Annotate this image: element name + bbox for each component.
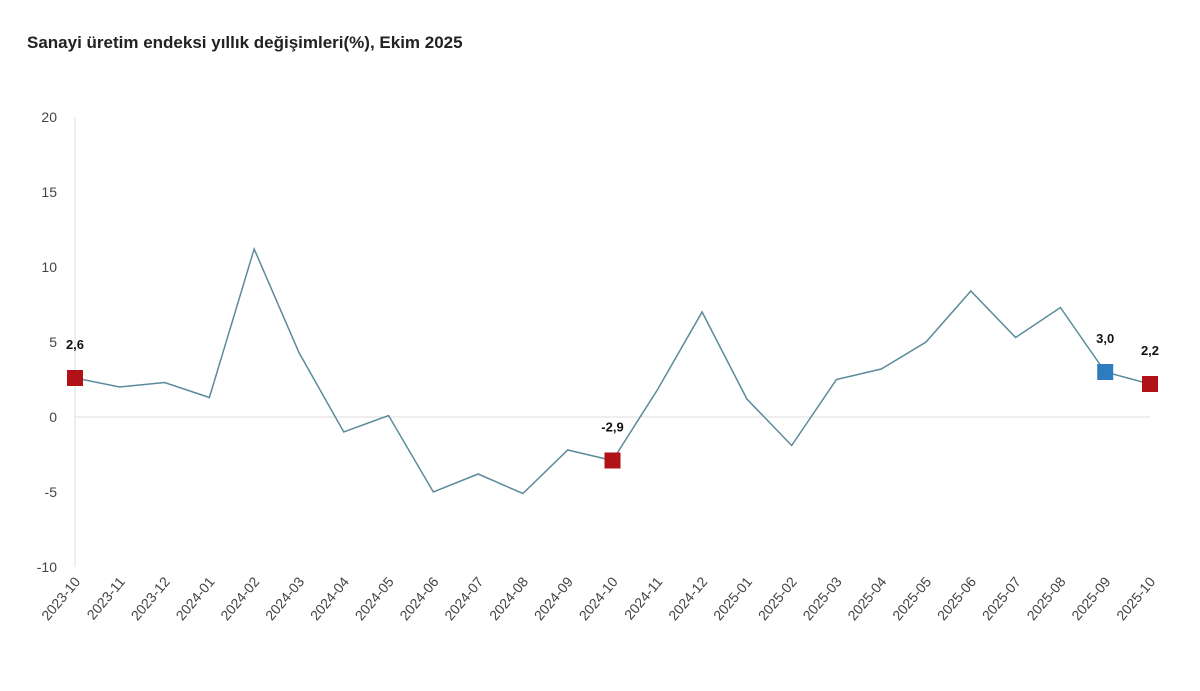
x-tick-label: 2024-07 — [441, 573, 486, 623]
highlight-marker — [1142, 376, 1158, 392]
data-label: 2,6 — [66, 337, 84, 352]
x-tick-label: 2023-11 — [83, 573, 128, 622]
x-tick-label: 2024-06 — [396, 573, 441, 623]
x-tick-label: 2025-10 — [1113, 573, 1158, 623]
x-tick-label: 2024-03 — [262, 573, 307, 623]
x-tick-label: 2025-02 — [755, 573, 800, 623]
x-tick-label: 2024-08 — [486, 573, 531, 623]
y-tick-label: 0 — [49, 409, 57, 425]
x-tick-label: 2025-07 — [979, 573, 1024, 623]
chart-title: Sanayi üretim endeksi yıllık değişimleri… — [27, 33, 463, 52]
y-tick-label: 5 — [49, 334, 57, 350]
x-tick-label: 2023-10 — [38, 573, 83, 623]
x-tick-label: 2024-09 — [531, 573, 576, 623]
x-tick-label: 2024-12 — [665, 573, 710, 623]
x-tick-label: 2025-09 — [1068, 573, 1113, 623]
highlight-marker — [67, 370, 83, 386]
highlight-marker — [1097, 364, 1114, 380]
x-tick-label: 2024-05 — [352, 573, 397, 623]
x-tick-label: 2025-08 — [1023, 573, 1068, 623]
y-tick-label: -5 — [45, 484, 58, 500]
x-tick-label: 2024-01 — [172, 573, 217, 623]
y-tick-label: 10 — [41, 259, 57, 275]
x-tick-label: 2025-05 — [889, 573, 934, 623]
x-tick-label: 2024-04 — [307, 573, 352, 623]
x-tick-label: 2024-11 — [621, 573, 666, 622]
y-tick-label: -10 — [37, 559, 57, 575]
x-tick-label: 2024-02 — [217, 573, 262, 623]
highlight-marker — [604, 452, 621, 469]
y-tick-label: 15 — [41, 184, 57, 200]
x-tick-label: 2025-01 — [710, 573, 755, 623]
x-tick-label: 2025-06 — [934, 573, 979, 623]
data-label: -2,9 — [601, 420, 623, 435]
data-label: 3,0 — [1096, 331, 1114, 346]
x-tick-label: 2025-04 — [844, 573, 889, 623]
x-tick-label: 2025-03 — [799, 573, 844, 623]
y-tick-label: 20 — [41, 109, 57, 125]
x-tick-label: 2024-10 — [576, 573, 621, 623]
x-tick-label: 2023-12 — [128, 573, 173, 623]
data-label: 2,2 — [1141, 343, 1159, 358]
